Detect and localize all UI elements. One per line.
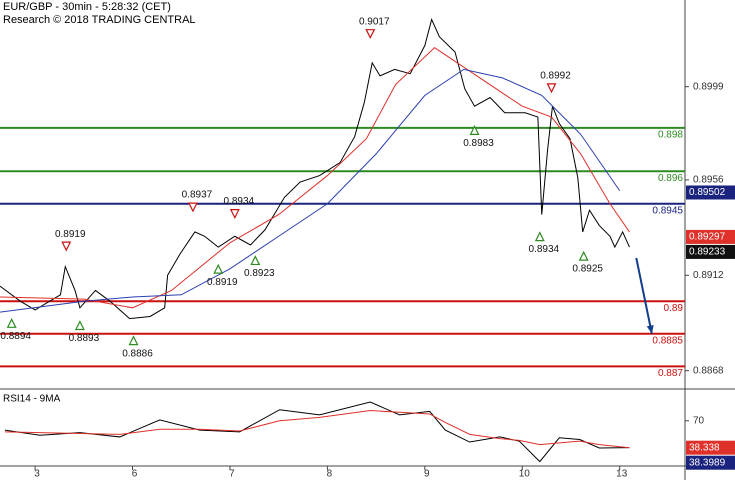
price-tag bbox=[686, 185, 735, 200]
annotation-label: 0.8934 bbox=[529, 244, 560, 255]
price-line bbox=[0, 18, 630, 320]
price-line bbox=[4, 410, 630, 449]
level-label: 0.8945 bbox=[652, 205, 683, 216]
price-tag-label: 38.338 bbox=[689, 442, 720, 453]
level-label: 0.8885 bbox=[652, 335, 683, 346]
low-marker bbox=[534, 231, 545, 242]
low-marker bbox=[128, 335, 139, 346]
low-marker bbox=[213, 263, 224, 274]
level-label: 0.896 bbox=[658, 173, 683, 184]
y-tick-label: 0.8999 bbox=[693, 81, 724, 92]
forecast-arrowhead bbox=[646, 324, 654, 334]
annotation-label: 0.9017 bbox=[359, 16, 390, 27]
low-marker bbox=[469, 125, 480, 135]
price-line bbox=[635, 257, 653, 335]
high-marker bbox=[61, 241, 72, 252]
level-label: 0.887 bbox=[658, 368, 683, 379]
price-line bbox=[0, 68, 621, 313]
annotation-label: 0.8894 bbox=[0, 331, 31, 342]
rsi-title: RSI14 - 9MA bbox=[3, 394, 61, 405]
chart-subtitle: Research © 2018 TRADING CENTRAL bbox=[3, 14, 196, 26]
low-marker bbox=[74, 320, 85, 331]
y-tick-label: 70 bbox=[693, 415, 705, 426]
price-tag-label: 38.3989 bbox=[689, 457, 726, 468]
x-tick-label: 7 bbox=[229, 469, 235, 480]
y-tick-label: 0.8912 bbox=[693, 270, 724, 281]
x-tick-label: 13 bbox=[616, 469, 628, 480]
annotation-label: 0.8886 bbox=[122, 348, 153, 359]
annotation-label: 0.8983 bbox=[463, 138, 494, 149]
annotation-label: 0.8992 bbox=[540, 71, 571, 82]
x-tick-label: 8 bbox=[327, 469, 333, 480]
annotation-label: 0.8923 bbox=[244, 268, 275, 279]
y-tick-label: 0.8956 bbox=[693, 175, 724, 186]
price-tag bbox=[686, 455, 735, 470]
price-line bbox=[4, 401, 630, 463]
chart-title: EUR/GBP - 30min - 5:28:32 (CET) bbox=[3, 1, 171, 13]
price-tag bbox=[686, 244, 735, 259]
price-tag bbox=[686, 440, 735, 455]
annotation-label: 0.8934 bbox=[224, 196, 255, 207]
annotation-label: 0.8925 bbox=[572, 264, 603, 275]
price-tag-label: 0.89502 bbox=[689, 187, 726, 198]
high-marker bbox=[365, 29, 376, 40]
high-marker bbox=[229, 208, 240, 219]
low-marker bbox=[578, 250, 589, 261]
price-tag bbox=[686, 229, 735, 244]
annotation-label: 0.8919 bbox=[207, 277, 238, 288]
annotation-label: 0.8937 bbox=[182, 190, 213, 201]
annotation-label: 0.8893 bbox=[69, 333, 100, 344]
x-tick-label: 9 bbox=[424, 469, 430, 480]
y-tick-label: 0.8868 bbox=[693, 365, 724, 376]
high-marker bbox=[187, 202, 198, 213]
price-tag-label: 0.89297 bbox=[689, 232, 726, 243]
high-marker bbox=[546, 83, 557, 94]
annotation-label: 0.8919 bbox=[55, 229, 86, 240]
price-tag-label: 0.89233 bbox=[689, 247, 726, 258]
price-line bbox=[0, 47, 630, 309]
level-label: 0.898 bbox=[658, 130, 683, 141]
low-marker bbox=[250, 255, 261, 266]
x-tick-label: 6 bbox=[132, 469, 138, 480]
x-tick-label: 3 bbox=[34, 469, 40, 480]
x-tick-label: 10 bbox=[519, 469, 531, 480]
level-label: 0.89 bbox=[664, 303, 684, 314]
low-marker bbox=[6, 317, 17, 328]
